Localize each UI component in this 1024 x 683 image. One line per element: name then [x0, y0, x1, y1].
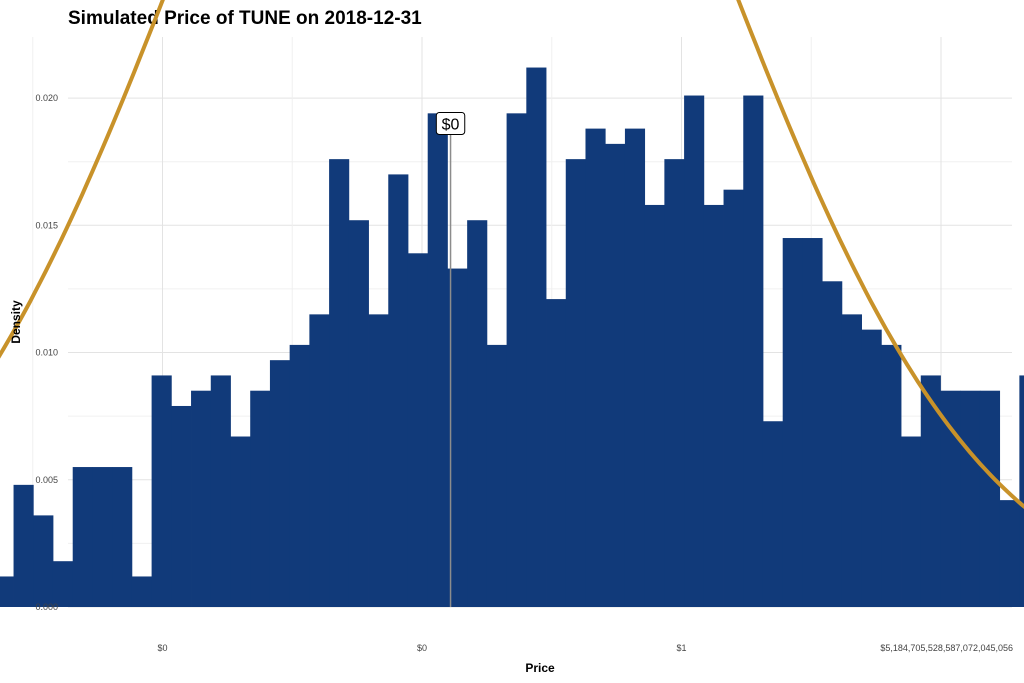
histogram-bar [467, 220, 488, 607]
y-tick-label: 0.020 [35, 93, 58, 103]
histogram-bar [881, 344, 902, 607]
histogram-bar [624, 128, 646, 607]
histogram-bar [72, 467, 93, 607]
histogram-bar [723, 189, 744, 607]
histogram-bars [0, 67, 1024, 608]
histogram-bar [368, 314, 389, 607]
x-tick-label: $1 [676, 643, 686, 653]
histogram-bar [802, 238, 823, 607]
histogram-bar [960, 390, 981, 607]
histogram-bar [309, 314, 330, 607]
x-tick-label: $0 [417, 643, 427, 653]
histogram-bar [585, 128, 606, 607]
histogram-bar [999, 500, 1020, 607]
annotation-label-box [435, 112, 466, 136]
histogram-bar [762, 421, 784, 607]
x-axis-ticks: $0 $0 $1 $5,184,705,528,587,072,045,056 [157, 643, 1013, 653]
histogram-bar [664, 159, 685, 607]
y-tick-label: 0.010 [35, 348, 58, 358]
histogram-bar [1019, 375, 1024, 607]
histogram-bar [171, 405, 192, 607]
histogram-bar [565, 159, 586, 607]
x-tick-label: $0 [157, 643, 167, 653]
histogram-bar [329, 159, 350, 607]
histogram-bar [605, 143, 626, 607]
histogram-bar [546, 299, 567, 607]
histogram-bar [427, 113, 448, 607]
histogram-bar [684, 95, 705, 607]
histogram-bar [782, 238, 803, 607]
histogram-bar [979, 390, 1001, 607]
histogram-bar [447, 268, 468, 607]
histogram-bar [703, 204, 724, 608]
y-axis-title: Density [9, 300, 23, 344]
x-axis-title: Price [525, 661, 555, 675]
histogram-bar [940, 390, 961, 607]
histogram-bar [131, 576, 153, 607]
histogram-bar [230, 436, 251, 607]
histogram-bar [861, 329, 882, 607]
histogram-bar [348, 220, 369, 607]
histogram-bar [920, 375, 941, 607]
histogram-bar [526, 67, 547, 608]
histogram-bar [151, 375, 172, 607]
histogram-bar [743, 95, 764, 607]
annotation-label: $0 [442, 117, 460, 134]
y-tick-label: 0.005 [35, 475, 58, 485]
histogram-bar [0, 576, 14, 607]
histogram-bar [506, 113, 527, 607]
histogram-bar [112, 467, 133, 607]
histogram-bar [191, 390, 212, 607]
histogram-bar [210, 375, 231, 607]
y-axis-ticks: 0.000 0.005 0.010 0.015 0.020 [35, 93, 58, 612]
histogram-bar [33, 515, 54, 607]
histogram-bar [250, 390, 271, 607]
histogram-bar [841, 314, 862, 607]
x-tick-label: $5,184,705,528,587,072,045,056 [880, 643, 1013, 653]
histogram-bar [92, 467, 113, 607]
chart-title: Simulated Price of TUNE on 2018-12-31 [68, 8, 422, 29]
histogram-bar [822, 281, 843, 607]
histogram-bar [269, 360, 291, 607]
histogram-bar [289, 344, 310, 607]
histogram-bar [901, 436, 922, 607]
histogram-bar [52, 561, 74, 607]
plot-area: $0$0$3,272,581 0.000 0.005 0.010 0.015 0.020 $… [0, 0, 1024, 653]
y-tick-label: 0.000 [35, 602, 58, 612]
histogram-bar [486, 344, 507, 607]
histogram-bar [407, 253, 429, 607]
annotations: $0$0$3,272,581 [435, 112, 466, 607]
histogram-bar [388, 174, 409, 608]
histogram-bar [644, 204, 665, 608]
y-tick-label: 0.015 [35, 220, 58, 230]
histogram-bar [13, 484, 34, 607]
